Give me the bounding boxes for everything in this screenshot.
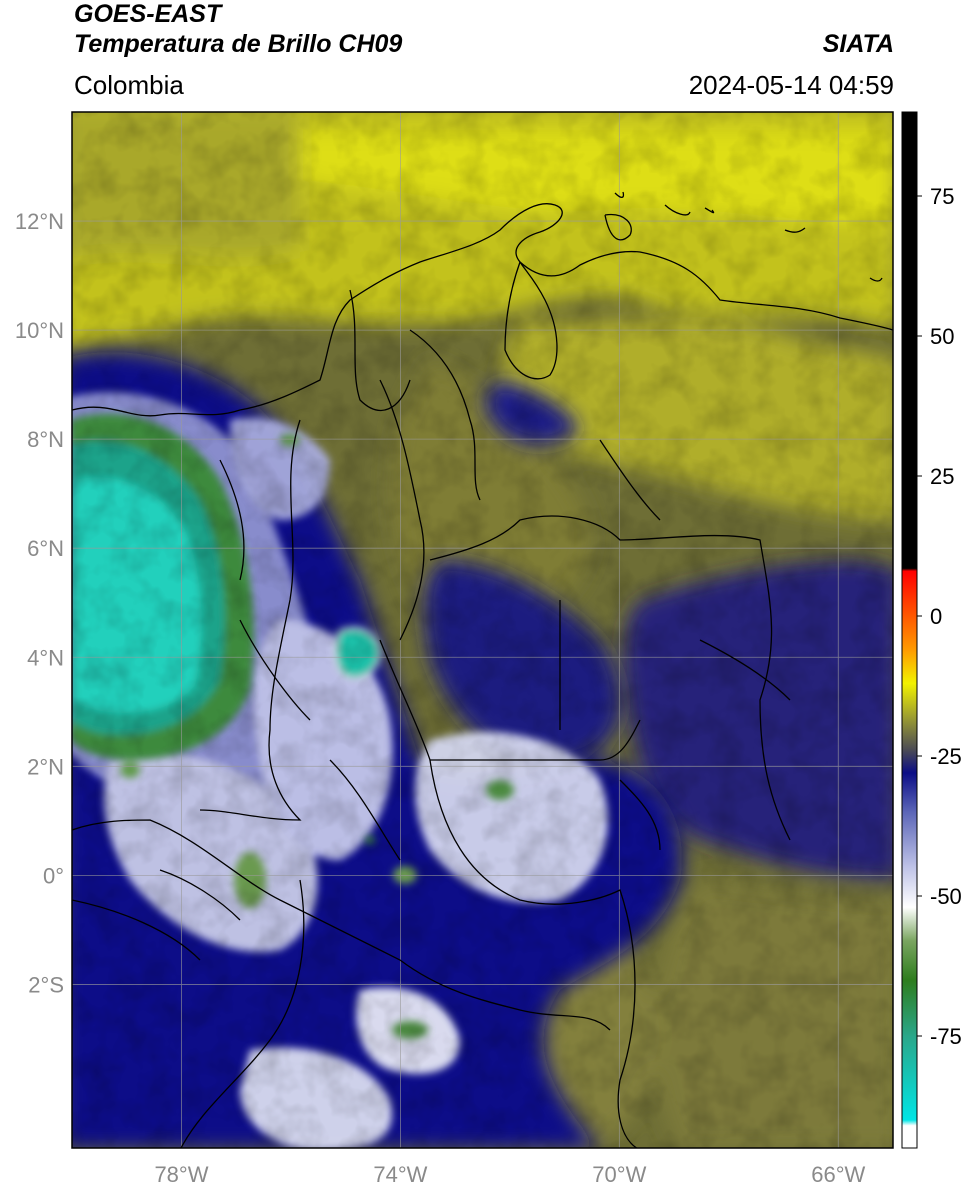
- satellite-title: GOES-EAST: [74, 0, 222, 28]
- colorbar-tick-label: -25: [930, 744, 962, 769]
- latitude-tick-label: 0°: [43, 863, 64, 888]
- brightness-temperature-field: [72, 112, 893, 1148]
- latitude-tick-label: 8°N: [27, 427, 64, 452]
- timestamp-label: 2024-05-14 04:59: [688, 70, 894, 100]
- latitude-tick-label: 12°N: [15, 209, 64, 234]
- latitude-tick-label: 2°S: [28, 972, 64, 997]
- product-title: Temperatura de Brillo CH09: [74, 30, 403, 58]
- map-frame: [71, 111, 894, 1149]
- colorbar-tick-label: 25: [930, 464, 954, 489]
- latitude-tick-labels: 12°N 10°N 8°N 6°N 4°N 2°N 0° 2°S: [15, 209, 64, 997]
- latitude-tick-label: 2°N: [27, 754, 64, 779]
- longitude-tick-label: 78°W: [154, 1162, 208, 1187]
- region-label: Colombia: [74, 70, 184, 100]
- latitude-tick-label: 6°N: [27, 536, 64, 561]
- colorbar-tick-label: -75: [930, 1024, 962, 1049]
- coastline-and-border-lines: [72, 191, 893, 1148]
- colorbar-tick-label: 50: [930, 324, 954, 349]
- longitude-tick-label: 70°W: [592, 1162, 646, 1187]
- temperature-colorbar: 75 50 25 0 -25 -50 -75: [901, 111, 962, 1149]
- brand-label: SIATA: [822, 30, 894, 58]
- longitude-tick-label: 74°W: [373, 1162, 427, 1187]
- graticule: [72, 112, 893, 1148]
- latitude-tick-label: 10°N: [15, 318, 64, 343]
- colorbar-tick-label: -50: [930, 884, 962, 909]
- colorbar-tick-label: 75: [930, 184, 954, 209]
- longitude-tick-label: 66°W: [811, 1162, 865, 1187]
- colorbar-tick-label: 0: [930, 604, 942, 629]
- latitude-tick-label: 4°N: [27, 645, 64, 670]
- longitude-tick-labels: 78°W 74°W 70°W 66°W: [154, 1162, 865, 1187]
